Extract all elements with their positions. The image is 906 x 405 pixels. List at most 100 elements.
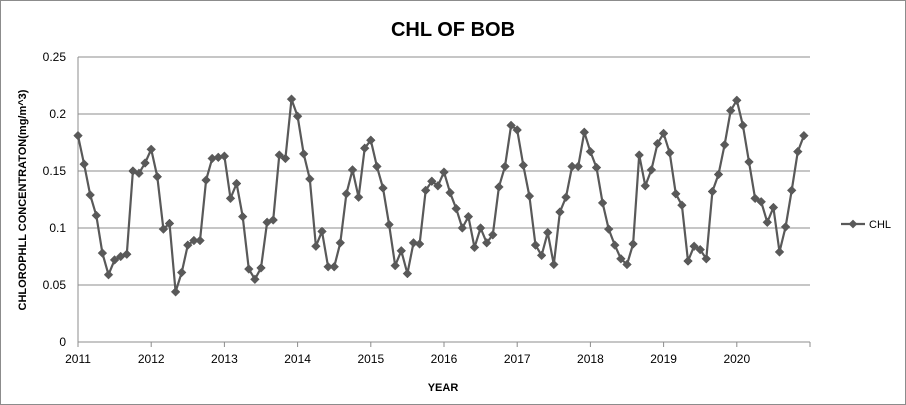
data-point-marker xyxy=(494,182,504,192)
x-tick-label: 2019 xyxy=(650,352,677,366)
data-point-marker xyxy=(390,260,400,271)
data-point-marker xyxy=(292,111,303,122)
data-point-marker xyxy=(97,248,108,258)
data-point-marker xyxy=(231,178,242,189)
data-point-marker xyxy=(469,242,480,253)
data-point-marker xyxy=(176,267,187,278)
data-point-marker xyxy=(280,153,291,164)
y-tick-label: 0.2 xyxy=(49,107,66,121)
series-line xyxy=(76,98,805,293)
x-tick-label: 2016 xyxy=(431,352,458,366)
data-point-marker xyxy=(725,105,736,116)
data-point-marker xyxy=(427,176,437,187)
data-point-marker xyxy=(408,238,419,248)
data-point-marker xyxy=(164,218,175,229)
data-point-marker xyxy=(353,192,364,202)
data-point-marker xyxy=(658,128,669,139)
x-tick-label: 2015 xyxy=(357,352,384,366)
data-point-marker xyxy=(219,151,230,161)
x-tick-label: 2017 xyxy=(504,352,531,366)
data-point-marker xyxy=(768,202,779,213)
data-point-marker xyxy=(634,150,644,160)
data-point-marker xyxy=(512,125,522,135)
data-point-marker xyxy=(683,256,693,266)
data-point-marker xyxy=(585,146,596,157)
data-point-marker xyxy=(481,238,492,248)
data-point-marker xyxy=(713,169,724,180)
data-point-marker xyxy=(439,167,449,177)
data-point-marker xyxy=(298,149,309,159)
data-point-marker xyxy=(268,215,278,225)
y-axis-title: CHLOROPHLL CONCENTRATON(mg/m^3) xyxy=(17,89,29,310)
data-point-marker xyxy=(732,95,742,106)
data-point-marker xyxy=(530,240,541,250)
data-point-marker xyxy=(524,191,535,201)
data-point-marker xyxy=(372,161,382,172)
data-point-marker xyxy=(451,203,461,214)
data-point-marker xyxy=(73,130,83,141)
data-point-marker xyxy=(85,190,95,200)
data-point-marker xyxy=(384,219,394,230)
data-point-marker xyxy=(671,189,681,199)
data-point-marker xyxy=(286,94,297,104)
data-point-marker xyxy=(518,160,529,171)
data-point-marker xyxy=(561,192,571,202)
data-point-marker xyxy=(707,186,718,197)
data-point-marker xyxy=(152,171,163,182)
data-point-marker xyxy=(378,183,388,193)
data-point-marker xyxy=(128,166,138,176)
data-point-marker xyxy=(488,230,498,240)
data-point-marker xyxy=(305,174,315,184)
data-point-marker xyxy=(622,259,632,270)
data-point-marker xyxy=(549,259,559,270)
data-point-marker xyxy=(79,159,89,169)
data-point-marker xyxy=(445,187,455,198)
data-point-marker xyxy=(146,144,156,155)
data-point-marker xyxy=(244,264,254,274)
data-point-marker xyxy=(555,207,565,217)
tick-labels: 0 0.05 0.1 0.15 0.2 0.25 2011 2012 2013 2014 2015 2… xyxy=(43,50,751,366)
data-point-marker xyxy=(250,274,260,285)
gridlines xyxy=(78,56,810,286)
data-point-marker xyxy=(396,246,407,256)
data-point-marker xyxy=(738,120,748,131)
data-point-marker xyxy=(225,193,236,204)
data-point-marker xyxy=(762,217,773,228)
data-point-marker xyxy=(616,254,626,264)
chart-title: CHL OF BOB xyxy=(391,19,515,41)
x-tick-label: 2011 xyxy=(65,352,91,366)
data-point-marker xyxy=(591,162,602,173)
legend-label: CHL xyxy=(869,219,891,231)
data-point-marker xyxy=(91,210,102,221)
axes xyxy=(77,57,811,347)
data-point-marker xyxy=(402,268,413,279)
data-point-marker xyxy=(652,138,663,149)
data-point-marker xyxy=(237,211,248,222)
x-tick-label: 2012 xyxy=(138,352,165,366)
data-point-marker xyxy=(201,175,211,185)
data-point-marker xyxy=(329,262,339,272)
data-point-marker xyxy=(158,224,169,234)
series-chl xyxy=(73,94,809,297)
data-point-marker xyxy=(347,165,358,175)
data-point-marker xyxy=(597,198,608,208)
data-point-marker xyxy=(134,168,144,179)
data-point-marker xyxy=(414,239,425,249)
data-point-marker xyxy=(695,244,705,255)
data-point-marker xyxy=(689,241,699,251)
data-point-marker xyxy=(335,238,346,248)
data-point-marker xyxy=(744,157,754,167)
data-point-marker xyxy=(664,148,675,158)
data-point-marker xyxy=(311,241,321,251)
data-point-marker xyxy=(610,240,620,250)
data-point-marker xyxy=(170,287,181,297)
y-tick-label: 0 xyxy=(59,335,66,349)
y-tick-label: 0.25 xyxy=(43,50,67,64)
x-axis-title: YEAR xyxy=(428,382,459,394)
data-point-marker xyxy=(786,185,797,196)
data-point-marker xyxy=(140,158,150,168)
x-tick-label: 2013 xyxy=(211,352,238,366)
data-point-marker xyxy=(603,224,614,234)
data-point-marker xyxy=(122,249,132,259)
